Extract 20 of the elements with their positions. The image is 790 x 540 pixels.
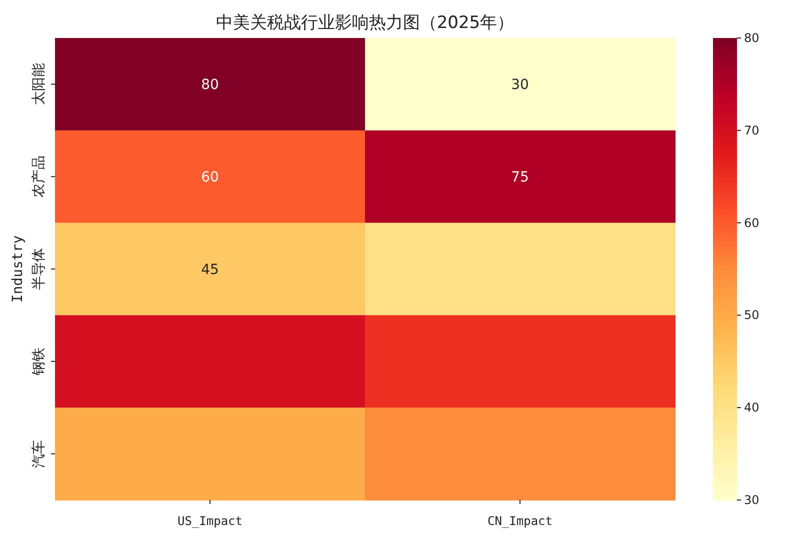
color-bar-label: 80 [744, 31, 760, 45]
y-tick-label: 钢铁 [31, 347, 47, 376]
color-bar-label: 60 [744, 216, 760, 230]
x-tick-label: CN_Impact [487, 514, 553, 528]
chart-title: 中美关税战行业影响热力图（2025年） [216, 13, 514, 33]
x-tick-label: US_Impact [177, 514, 243, 528]
data-label: 75 [511, 170, 529, 186]
color-bar-label: 50 [744, 308, 760, 322]
y-axis-title: Industry [10, 235, 26, 303]
y-tick-label: 半导体 [31, 248, 47, 290]
color-bar-label: 40 [744, 400, 760, 415]
y-tick-label: 太阳能 [31, 63, 47, 106]
color-bar-label: 30 [744, 493, 760, 507]
data-label: 80 [201, 77, 219, 94]
data-label: 45 [201, 262, 219, 278]
color-bar-label: 70 [744, 123, 760, 138]
y-tick-label: 农产品 [31, 156, 47, 198]
y-tick-label: 汽车 [31, 440, 47, 468]
data-label: 30 [511, 77, 529, 94]
data-label: 60 [201, 170, 219, 186]
